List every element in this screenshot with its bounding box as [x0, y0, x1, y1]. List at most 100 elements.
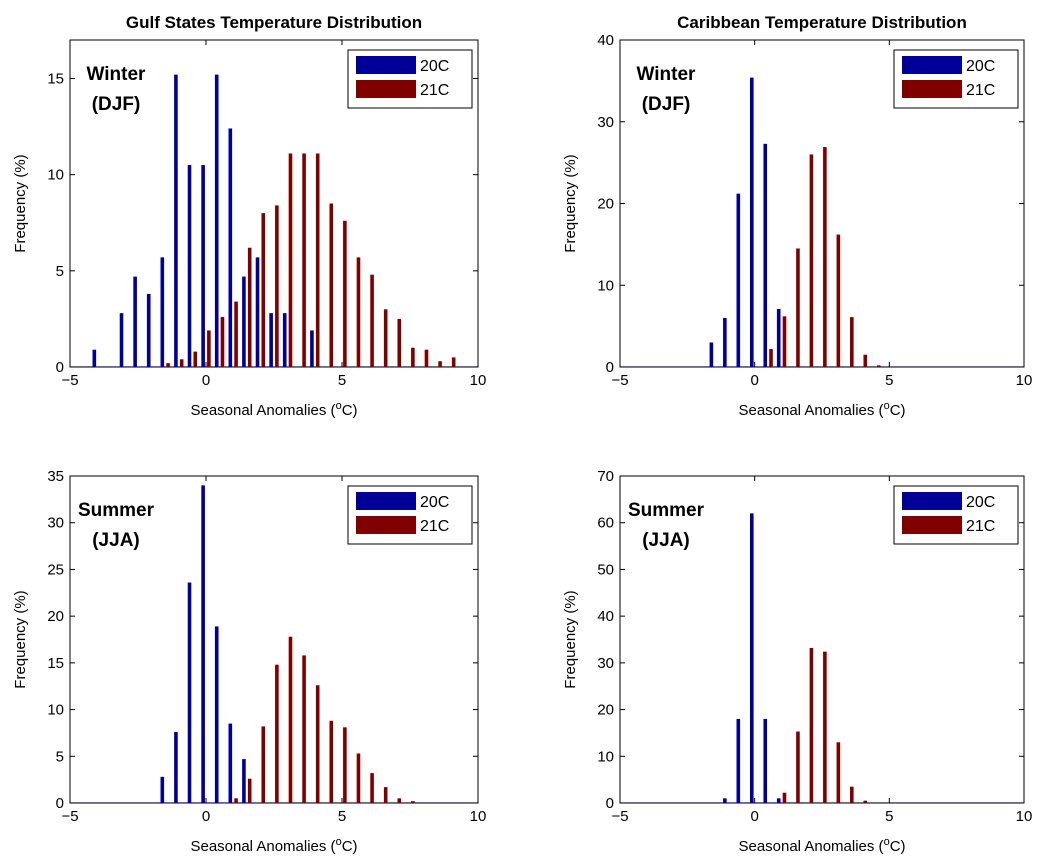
- bar-20C-1: [776, 308, 781, 367]
- y-axis-label: Frequency (%): [562, 590, 579, 688]
- x-tick-label: 10: [1016, 808, 1033, 825]
- y-tick-label: 15: [47, 70, 64, 87]
- bar-21C-1.5: [796, 731, 800, 803]
- x-tick-label: −5: [61, 372, 78, 389]
- legend-label-21C: 21C: [966, 82, 995, 99]
- bar-20C-1.5: [242, 276, 246, 367]
- bar-20C-1: [228, 723, 233, 803]
- y-tick-label: 50: [597, 561, 614, 578]
- x-tick-label: 5: [338, 372, 346, 389]
- y-tick-label: 35: [47, 468, 64, 485]
- bar-21C-2: [261, 726, 266, 803]
- y-tick-label: 15: [47, 655, 64, 672]
- legend-swatch-20C: [902, 492, 962, 510]
- legend-label-20C: 20C: [420, 58, 449, 75]
- bar-20C--1: [174, 731, 178, 803]
- y-tick-label: 60: [597, 515, 614, 532]
- y-tick-label: 20: [597, 196, 614, 213]
- bar-20C-1: [776, 798, 781, 803]
- bar-21C-6.5: [383, 787, 388, 803]
- bar-20C-0.5: [763, 143, 768, 367]
- bar-21C-4.5: [329, 720, 334, 803]
- x-tick-label: 5: [885, 808, 893, 825]
- bar-21C-4.5: [876, 365, 881, 367]
- y-tick-label: 20: [597, 702, 614, 719]
- y-tick-label: 0: [606, 359, 614, 376]
- y-axis-label: Frequency (%): [562, 154, 579, 252]
- y-tick-label: 0: [56, 795, 64, 812]
- y-tick-label: 30: [597, 655, 614, 672]
- bar-21C-4.5: [329, 203, 334, 367]
- legend-swatch-21C: [902, 80, 962, 98]
- season-period-label: (JJA): [92, 530, 140, 551]
- bar-20C--1.5: [709, 342, 714, 367]
- bar-21C-4: [863, 800, 868, 803]
- x-tick-label: 0: [202, 808, 210, 825]
- legend-label-21C: 21C: [966, 518, 995, 535]
- legend-label-20C: 20C: [420, 494, 449, 511]
- legend-label-21C: 21C: [420, 518, 449, 535]
- y-tick-label: 70: [597, 468, 614, 485]
- bar-20C--3: [119, 313, 124, 367]
- bar-20C--2.5: [133, 276, 137, 367]
- bar-20C-0.5: [214, 74, 219, 368]
- x-tick-label: 5: [885, 372, 893, 389]
- x-tick-label: 5: [338, 808, 346, 825]
- bar-20C-1: [228, 128, 233, 367]
- y-tick-label: 0: [56, 359, 64, 376]
- season-label: Winter: [637, 64, 697, 85]
- y-tick-label: 40: [597, 32, 614, 49]
- bar-21C-7: [397, 798, 402, 803]
- bar-20C--1: [723, 317, 727, 367]
- x-axis-label: Seasonal Anomalies (oC): [190, 836, 357, 855]
- bar-20C-0: [749, 513, 754, 803]
- bar-21C-2.5: [275, 664, 279, 803]
- y-axis-label: Frequency (%): [12, 590, 29, 688]
- bar-21C-3: [288, 636, 293, 803]
- bar-21C--0.5: [193, 351, 198, 367]
- axes-box: [619, 475, 1025, 804]
- season-label: Winter: [87, 64, 147, 85]
- bar-21C-0: [207, 330, 211, 367]
- bar-20C--1.5: [160, 776, 165, 803]
- bar-20C-0.5: [214, 626, 219, 803]
- x-tick-label: 0: [202, 372, 210, 389]
- bar-21C-5.5: [356, 753, 361, 803]
- bar-21C-1: [782, 792, 787, 803]
- legend-swatch-20C: [356, 492, 416, 510]
- season-period-label: (DJF): [642, 94, 691, 115]
- y-tick-label: 20: [47, 608, 64, 625]
- bar-21C-8: [424, 349, 429, 367]
- y-tick-label: 40: [597, 608, 614, 625]
- bar-21C-1: [782, 316, 787, 367]
- x-tick-label: 10: [470, 372, 487, 389]
- bar-20C-2: [255, 257, 260, 367]
- bar-21C--1.5: [166, 363, 170, 367]
- season-period-label: (DJF): [92, 94, 141, 115]
- bar-20C-0.5: [763, 718, 768, 803]
- season-period-label: (JJA): [642, 530, 690, 551]
- bar-21C-7: [397, 318, 402, 367]
- bar-21C-1.5: [796, 248, 800, 367]
- bar-21C-6.5: [383, 309, 388, 367]
- bar-21C-5.5: [356, 257, 361, 367]
- legend-swatch-21C: [356, 516, 416, 534]
- y-tick-label: 10: [597, 748, 614, 765]
- bar-21C-1: [234, 301, 238, 367]
- bar-20C--1.5: [160, 257, 165, 367]
- legend-label-20C: 20C: [966, 58, 995, 75]
- bar-20C--1: [723, 798, 727, 803]
- bar-20C-1.5: [242, 759, 246, 803]
- legend-label-20C: 20C: [966, 494, 995, 511]
- bar-20C--0.5: [736, 193, 741, 367]
- season-label: Summer: [78, 500, 155, 521]
- bar-21C-0.5: [769, 349, 773, 367]
- legend-swatch-20C: [902, 56, 962, 74]
- axes-box: [69, 39, 479, 368]
